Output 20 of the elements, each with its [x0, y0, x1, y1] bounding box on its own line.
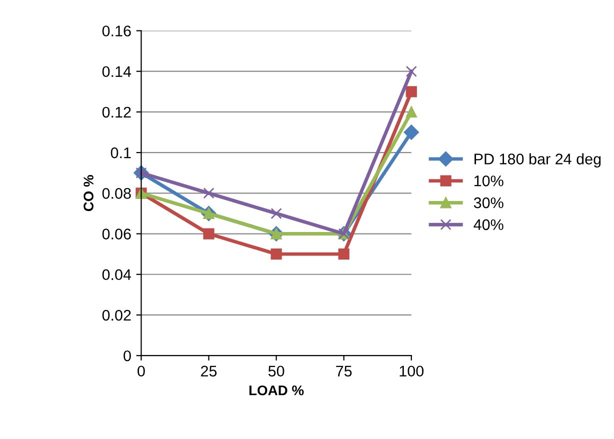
x-tick-label: 0: [138, 366, 145, 377]
x-axis-title: LOAD %: [249, 385, 304, 396]
y-tick-label: 0.14: [102, 66, 132, 78]
y-tick-label: 0.12: [102, 106, 131, 118]
x-tick-label: 100: [400, 366, 424, 377]
legend-label: 10%: [474, 176, 504, 186]
x-tick-label: 25: [201, 366, 217, 377]
x-tick-label: 75: [336, 366, 352, 377]
y-tick-label: 0.1: [110, 147, 131, 158]
y-tick-label: 0.08: [102, 188, 131, 199]
y-tick-label: 0: [124, 350, 131, 362]
legend-label: 40%: [474, 219, 504, 230]
x-tick-label: 50: [268, 366, 284, 377]
y-tick-label: 0.16: [102, 26, 131, 36]
y-tick-label: 0.06: [102, 228, 131, 240]
legend-label: 30%: [474, 197, 504, 208]
y-axis-title: CO %: [84, 175, 94, 212]
y-tick-label: 0.02: [102, 310, 131, 321]
y-tick-label: 0.04: [102, 269, 132, 280]
legend-label: PD 180 bar 24 deg: [474, 153, 601, 168]
